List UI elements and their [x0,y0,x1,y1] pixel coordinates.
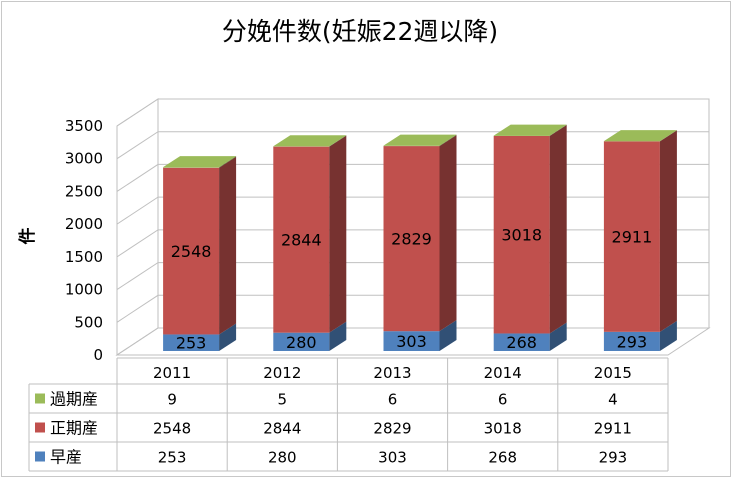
bar-front [493,136,550,334]
table-cell: 9 [167,391,177,409]
bar-side [219,323,237,351]
data-label: 2548 [171,242,212,261]
bar-side [439,320,457,351]
bar-front [383,331,440,351]
y-tick-label: 500 [74,313,103,331]
data-label: 268 [506,333,537,352]
bar-segment-過期産-2013 [383,134,457,147]
table-cell: 5 [278,391,288,409]
bar-side [549,322,567,351]
bar-front [383,146,440,332]
data-label: 2844 [281,231,322,250]
data-label: 293 [617,332,648,351]
bar-side [659,320,677,351]
y-axis-label: 件 [17,228,38,245]
table-cell: 6 [498,391,508,409]
bars: 253 2548 280 2844 303 2829 268 3018 293 2911 [163,124,677,353]
table-cell: 293 [599,449,628,467]
side-wall [116,98,159,356]
bar-segment-早産-2014: 268 [493,322,567,352]
bar-top [383,134,457,146]
table-cell: 2911 [594,420,632,438]
legend-key [35,422,45,433]
table-cell: 2829 [373,420,411,438]
legend-label: 過期産 [50,390,98,409]
y-tick-label: 1500 [65,248,103,266]
x-tick-label: 2011 [153,364,191,382]
y-tick-label: 2500 [65,182,103,200]
table-cell: 3018 [484,420,522,438]
x-tick-label: 2012 [263,364,301,382]
table-cell: 280 [268,449,297,467]
table-cell: 253 [158,449,187,467]
bar-side [439,134,457,147]
bar-segment-正期産-2014: 3018 [493,125,567,334]
bar-side [549,124,567,137]
legend-key [35,451,45,462]
y-tick-label: 1000 [65,281,103,299]
y-tick-label: 0 [93,346,103,364]
y-tick-label: 3500 [65,117,103,135]
bar-segment-早産-2012: 280 [273,321,347,352]
bar-segment-過期産-2014 [493,124,567,137]
bar-segment-早産-2013: 303 [383,320,457,351]
table-cell: 6 [388,391,398,409]
legend-key [35,393,45,404]
data-label: 303 [396,332,427,351]
bar-side [329,135,347,333]
data-table: 2011 2012 2013 2014 2015 過期産 9 5 6 6 4 正期産 2548 2844 2… [28,357,669,472]
bar-top [603,130,677,142]
table-cell: 2548 [153,420,191,438]
bar-side [219,156,237,335]
y-tick-label: 2000 [65,215,103,233]
legend-label: 正期産 [50,419,98,438]
bar-side [329,321,347,351]
data-label: 253 [176,334,207,353]
bar-side [659,130,677,332]
bar-side [549,125,567,334]
bar-front [493,333,550,351]
bar-front [273,332,330,351]
bar-top [163,156,237,168]
bar-side [329,135,347,147]
bar-front [163,167,220,335]
chart-title: 分娩件数(妊娠22週以降) [222,17,498,46]
x-tick-label: 2014 [484,364,522,382]
table-cell: 268 [488,449,517,467]
bar-side [659,130,677,142]
legend-label: 早産 [50,448,82,467]
bar-segment-過期産-2015 [603,130,677,142]
table-cell: 2844 [263,420,301,438]
bar-side [439,135,457,332]
bar-top [273,135,347,147]
bar-segment-正期産-2011: 2548 [163,156,237,335]
bar-front [163,334,220,351]
table-cell: 303 [378,449,407,467]
bar-segment-早産-2015: 293 [603,320,677,351]
bar-front [273,146,330,333]
bar-segment-過期産-2012 [273,135,347,147]
bar-segment-正期産-2013: 2829 [383,135,457,332]
table-cell: 4 [608,391,618,409]
bar-segment-早産-2011: 253 [163,323,237,353]
y-axis-ticks: 0 500 1000 1500 2000 2500 3000 3500 [65,117,103,364]
data-label: 280 [286,333,317,352]
grid-line [116,98,709,127]
data-label: 3018 [501,226,542,245]
bar-top [493,124,567,136]
bar-segment-正期産-2012: 2844 [273,135,347,333]
y-tick-label: 3000 [65,150,103,168]
data-label: 2829 [391,230,432,249]
bar-segment-正期産-2015: 2911 [603,130,677,332]
bar-front [603,331,660,351]
bar-side [219,156,237,168]
x-tick-label: 2015 [594,364,632,382]
bar-segment-過期産-2011 [163,156,237,168]
bar-front [603,141,660,332]
bar-front [163,167,220,168]
x-tick-label: 2013 [373,364,411,382]
data-label: 2911 [612,228,653,247]
